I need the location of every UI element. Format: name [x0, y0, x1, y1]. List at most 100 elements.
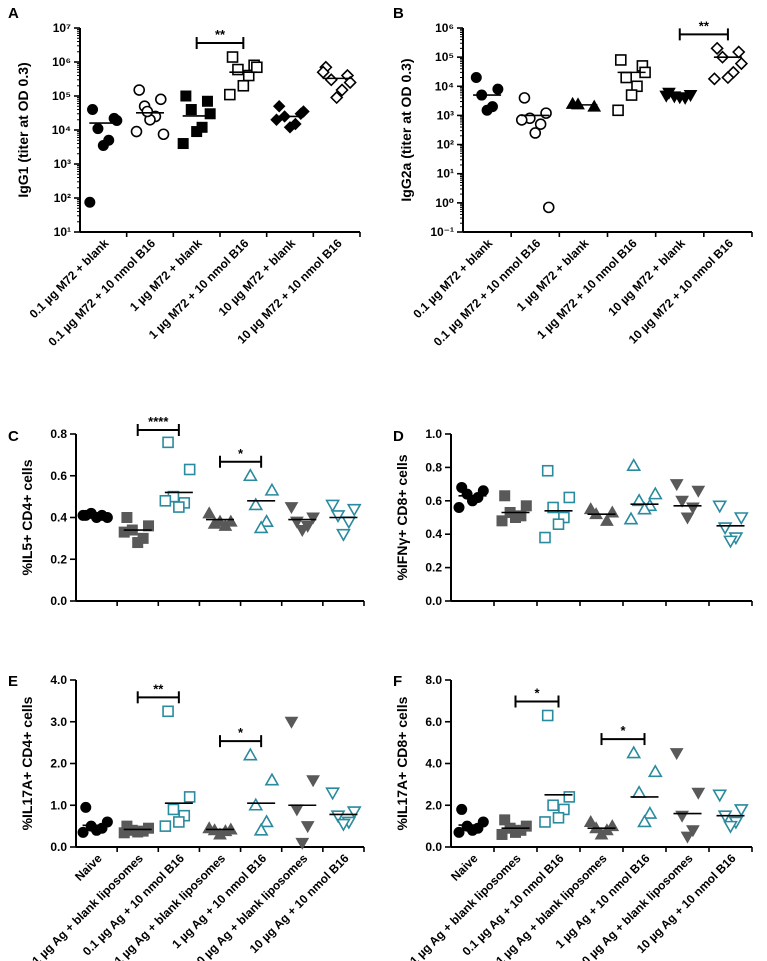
panel-letter: A	[8, 5, 19, 22]
data-point	[534, 118, 547, 131]
data-point	[162, 436, 174, 449]
y-axis-label: %IFNγ+ CD8+ cells	[394, 454, 410, 580]
significance-bracket: ****	[136, 414, 180, 436]
panel-a: A 10¹ 10² 10³ 10⁴ 10⁵ 10⁶ 10⁷ IgG1 (titer at OD …	[8, 5, 361, 349]
data-point	[732, 45, 746, 59]
data-point	[614, 54, 627, 66]
data-point	[631, 785, 647, 799]
panel-e: E0.01.02.03.04.0%IL17A+ CD4+ cellsNaive0…	[8, 673, 365, 961]
data-point	[91, 512, 103, 523]
data-point	[224, 88, 236, 101]
data-point	[712, 500, 728, 514]
y-tick-label: 10⁶	[435, 21, 454, 35]
data-point	[118, 827, 130, 839]
data-point	[552, 811, 565, 824]
significance-bracket: *	[219, 446, 263, 468]
y-tick-label: 10⁰	[435, 196, 454, 210]
data-point	[691, 787, 706, 800]
y-tick-label: 10⁵	[435, 50, 454, 64]
y-tick-label: 0.6	[425, 494, 442, 508]
data-point	[272, 100, 286, 113]
data-point	[213, 514, 227, 527]
data-point	[496, 515, 508, 527]
data-point	[157, 128, 170, 141]
y-axis-label: IgG2a (titer at OD 0.3)	[398, 58, 414, 201]
data-point	[264, 482, 280, 496]
panel-b: B 10⁻¹ 10⁰ 10¹ 10² 10³ 10⁴ 10⁵ 10⁶ IgG2a (titer a…	[393, 5, 753, 349]
panel-f: F0.02.04.06.08.0%IL17A+ CD8+ cellsNaive0…	[393, 673, 753, 961]
data-point	[453, 501, 465, 513]
data-point	[97, 140, 109, 152]
data-point	[686, 502, 700, 515]
significance-bracket: **	[136, 681, 180, 704]
y-tick-label: 0.0	[425, 594, 442, 608]
data-point	[691, 485, 706, 498]
y-tick-label: 2.0	[50, 757, 67, 771]
data-point	[642, 805, 658, 819]
y-tick-label: 10¹	[437, 167, 454, 181]
data-point	[132, 826, 144, 838]
data-point	[143, 520, 155, 532]
data-point	[541, 709, 554, 722]
data-point	[626, 458, 642, 472]
data-point	[248, 797, 264, 811]
data-point	[594, 827, 609, 840]
data-point	[295, 837, 310, 850]
data-point	[204, 108, 216, 120]
data-point	[91, 824, 103, 836]
data-point	[541, 464, 554, 477]
data-point	[467, 495, 478, 507]
significance-label: *	[534, 685, 540, 700]
category-label: 0.1 µg M72 + blank	[27, 236, 112, 321]
data-point	[183, 463, 196, 476]
data-point	[542, 201, 555, 214]
data-point	[723, 820, 738, 834]
y-tick-label: 0.4	[425, 527, 442, 541]
data-point	[707, 72, 722, 86]
data-point	[341, 516, 357, 530]
data-point	[669, 748, 684, 761]
data-point	[717, 522, 733, 536]
data-point	[335, 83, 349, 97]
data-point	[300, 821, 315, 834]
data-point	[481, 104, 493, 116]
data-point	[132, 537, 144, 549]
y-tick-label: 10⁴	[435, 79, 454, 93]
y-tick-label: 10³	[54, 157, 71, 171]
data-point	[232, 63, 244, 76]
y-tick-label: 2.0	[425, 798, 442, 812]
data-point	[202, 506, 217, 519]
data-point	[510, 826, 521, 838]
data-point	[253, 520, 269, 534]
data-point	[496, 828, 508, 840]
data-point	[563, 791, 576, 803]
y-tick-label: 0.0	[425, 840, 442, 854]
significance-bracket: *	[219, 725, 263, 748]
y-tick-label: 1.0	[425, 427, 442, 441]
data-point	[467, 824, 478, 836]
data-point	[721, 70, 735, 85]
data-point	[92, 123, 104, 135]
y-tick-label: 10⁷	[53, 21, 71, 35]
y-tick-label: 10⁵	[52, 89, 71, 103]
y-tick-label: 10⁻¹	[430, 225, 454, 239]
y-tick-label: 10⁴	[52, 123, 71, 137]
y-tick-label: 10³	[437, 108, 454, 122]
data-point	[612, 104, 624, 117]
data-point	[620, 71, 632, 84]
data-point	[325, 787, 341, 801]
data-point	[159, 820, 172, 832]
y-tick-label: 1.0	[50, 798, 67, 812]
data-point	[237, 79, 250, 92]
data-point	[733, 804, 749, 818]
data-point	[587, 99, 602, 112]
data-point	[456, 803, 468, 815]
significance-label: ****	[148, 414, 169, 429]
data-point	[540, 107, 552, 119]
data-point	[470, 72, 482, 84]
data-point	[242, 468, 258, 482]
data-point	[155, 93, 167, 106]
data-point	[325, 499, 341, 513]
data-point	[259, 514, 274, 527]
y-tick-label: 10¹	[54, 225, 71, 239]
